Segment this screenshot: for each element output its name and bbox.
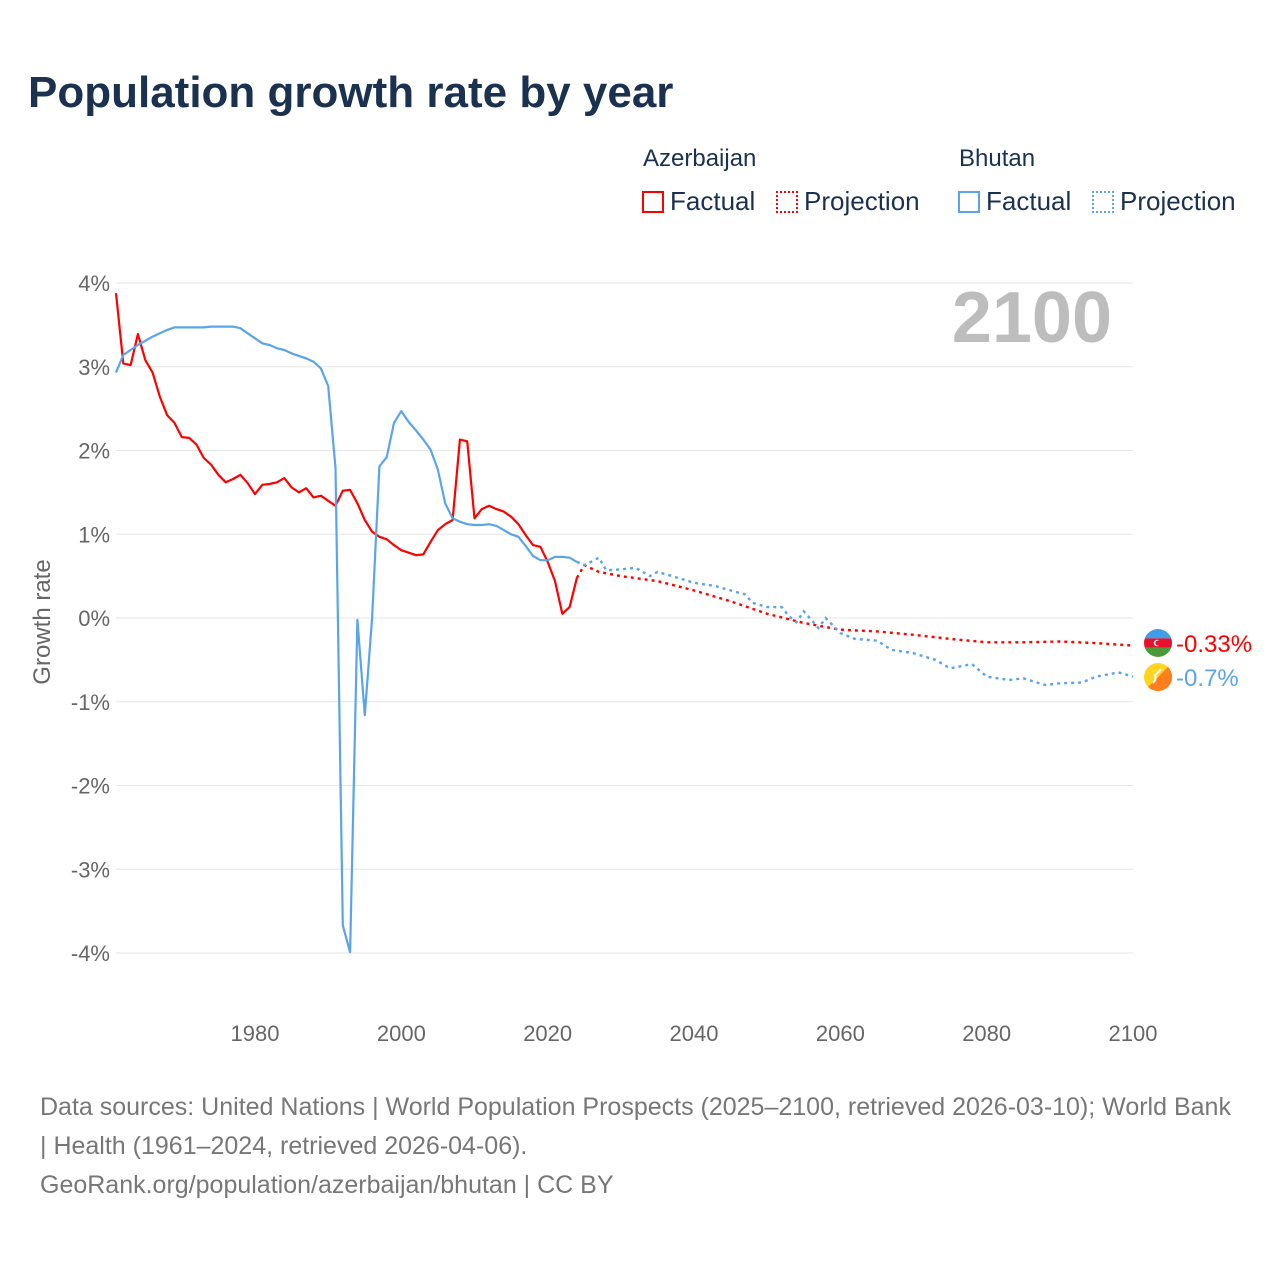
bhutan-projection-line [576, 556, 1134, 687]
x-tick-label: 1980 [231, 1021, 280, 1046]
y-tick-label: 1% [78, 522, 110, 547]
y-tick-label: 4% [78, 271, 110, 296]
azerbaijan-factual-line [114, 292, 578, 615]
y-tick-label: 0% [78, 606, 110, 631]
x-tick-label: 2020 [523, 1021, 572, 1046]
bhutan-end-label: -0.7% [1176, 665, 1239, 692]
y-axis-label: Growth rate [29, 559, 56, 684]
y-tick-label: -2% [71, 774, 110, 799]
azerbaijan-projection-line [575, 563, 1134, 647]
legend-label: Factual [670, 186, 756, 216]
legend-swatch-dotted [776, 190, 798, 213]
legend-swatch-solid [958, 190, 980, 213]
footer: Data sources: United Nations | World Pop… [40, 1088, 1240, 1205]
y-tick-label: -4% [71, 941, 110, 966]
legend-group-bhutan: Bhutan [959, 145, 1036, 172]
y-tick-label: -3% [71, 857, 110, 882]
x-tick-label: 2080 [962, 1021, 1011, 1046]
legend-swatch-dotted [1092, 190, 1114, 213]
data-sources: Data sources: United Nations | World Pop… [40, 1093, 1231, 1160]
x-tick-label: 2100 [1109, 1021, 1158, 1046]
y-tick-label: 3% [78, 355, 110, 380]
y-tick-label: -1% [71, 690, 110, 715]
azerbaijan-end-label: -0.33% [1176, 631, 1252, 658]
bhutan-factual-line [114, 325, 578, 954]
legend-group-azerbaijan: Azerbaijan [643, 145, 757, 172]
x-tick-label: 2000 [377, 1021, 426, 1046]
source-link[interactable]: GeoRank.org/population/azerbaijan/bhutan… [40, 1171, 614, 1199]
legend-bhutan-factual[interactable]: Factual [958, 186, 1071, 217]
legend-label: Projection [804, 186, 920, 216]
chart-title: Population growth rate by year [28, 68, 674, 117]
legend-azerbaijan-factual[interactable]: Factual [642, 186, 755, 217]
x-tick-label: 2060 [816, 1021, 865, 1046]
bhutan-flag-icon [1144, 663, 1173, 692]
legend-label: Factual [986, 186, 1072, 216]
legend-azerbaijan-projection[interactable]: Projection [776, 186, 920, 217]
year-watermark: 2100 [952, 278, 1112, 358]
legend-bhutan-projection[interactable]: Projection [1092, 186, 1236, 217]
legend-swatch-solid [642, 190, 664, 213]
azerbaijan-flag-icon [1144, 629, 1172, 657]
legend-label: Projection [1120, 186, 1236, 216]
x-tick-label: 2040 [670, 1021, 719, 1046]
y-tick-label: 2% [78, 439, 110, 464]
